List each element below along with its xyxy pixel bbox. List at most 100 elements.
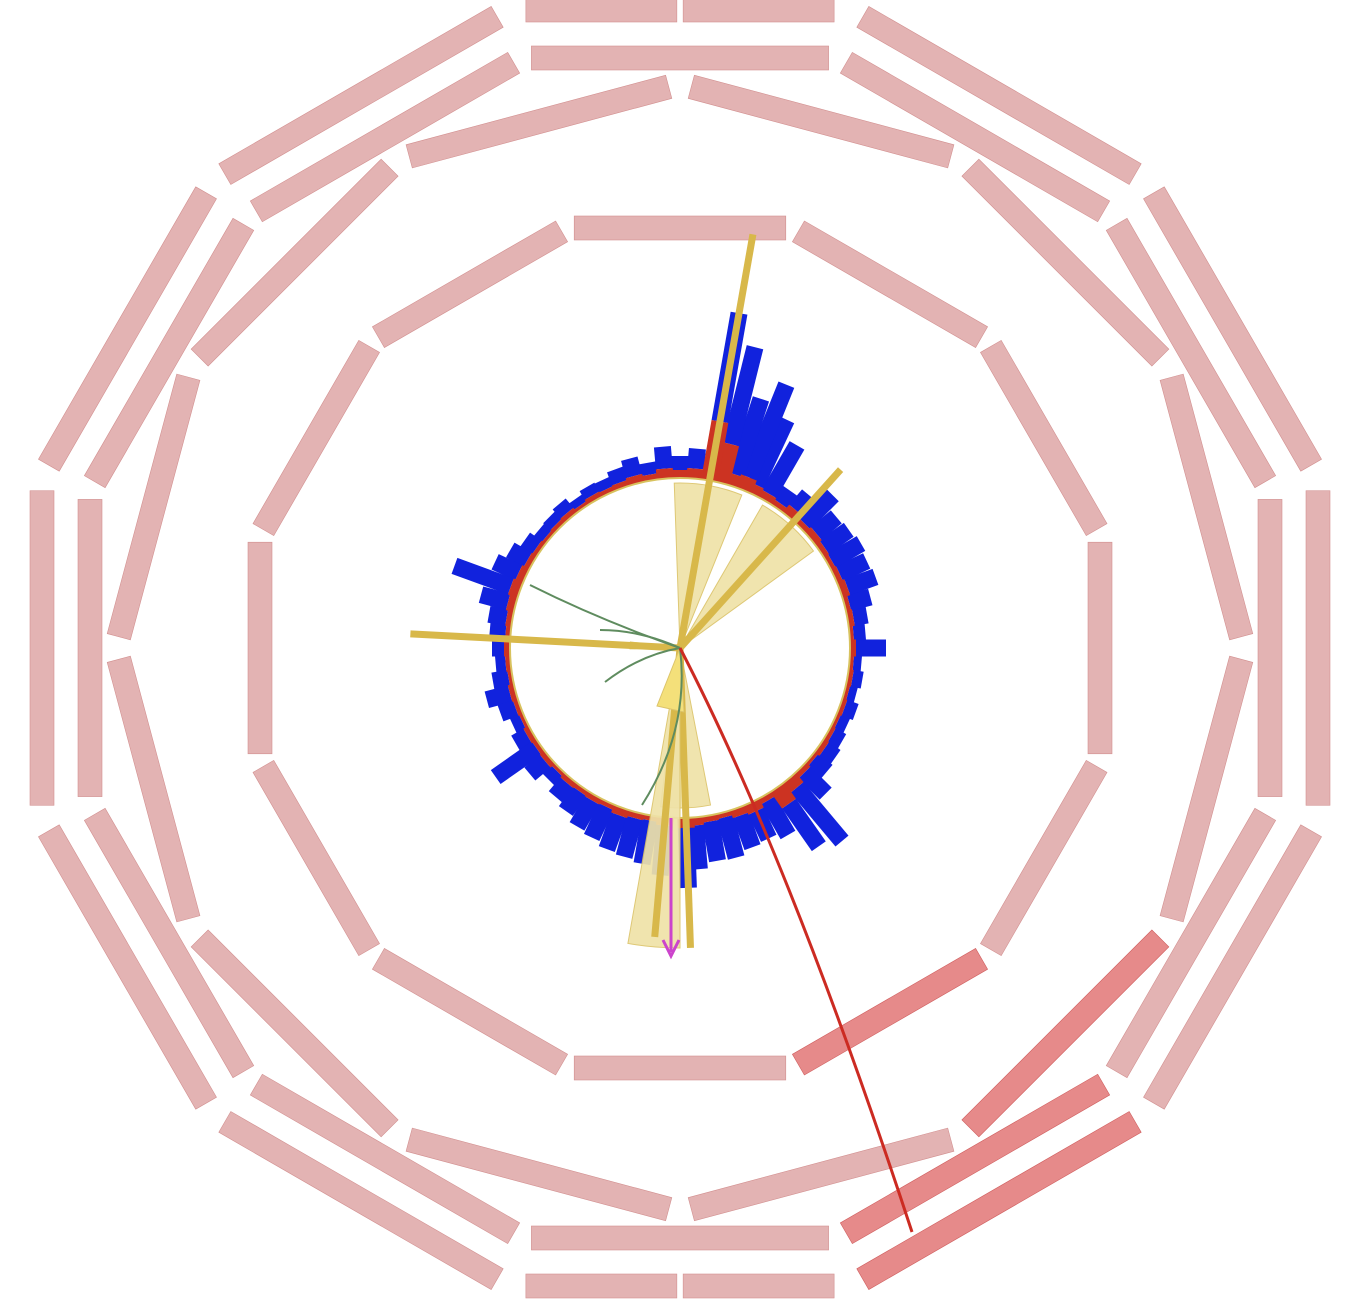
muon-chamber <box>405 74 673 169</box>
hcal-tower <box>671 456 689 470</box>
muon-track <box>678 647 914 1233</box>
hcal-tower <box>819 741 841 764</box>
muon-chamber <box>190 158 399 367</box>
muon-chamber <box>839 51 1111 223</box>
met-arrow-head <box>661 939 681 960</box>
ecal-tower <box>822 553 836 571</box>
hcal-tower <box>487 605 509 626</box>
hcal-tower <box>497 699 519 722</box>
muon-chamber-hit <box>961 929 1170 1138</box>
ecal-tower <box>836 579 851 598</box>
hcal-tower <box>807 753 833 778</box>
ecal-towers <box>504 420 856 829</box>
muon-chamber <box>791 220 989 348</box>
charged-track <box>599 629 681 649</box>
hcal-tower <box>810 510 842 541</box>
hcal-tower <box>653 446 673 470</box>
muon-chamber <box>247 541 273 755</box>
hcal-tower <box>558 786 587 816</box>
hcal-tower <box>509 713 526 734</box>
hcal-tower <box>846 588 873 611</box>
ecal-tower <box>518 712 530 730</box>
ecal-tower <box>686 467 705 480</box>
jet-cones <box>410 233 844 949</box>
ecal-tower <box>507 669 515 687</box>
muon-chamber <box>961 158 1170 367</box>
hcal-tower <box>798 766 832 800</box>
ecal-tower <box>814 540 830 558</box>
muon-chamber <box>980 759 1108 957</box>
ecal-tower <box>584 790 603 805</box>
ecal-tower <box>584 491 603 506</box>
muon-chamber <box>252 339 380 537</box>
muon-chamber <box>682 0 835 23</box>
ecal-tower <box>541 529 556 546</box>
muon-chamber <box>573 1055 787 1081</box>
hcal-tower <box>741 381 795 481</box>
ecal-tower <box>523 725 538 744</box>
hcal-tower <box>722 345 764 447</box>
muon-chamber <box>1143 824 1322 1110</box>
ecal-tower <box>625 473 645 486</box>
hcal-tower <box>451 557 514 595</box>
muon-chamber <box>531 1225 829 1251</box>
hcal-tower <box>732 812 761 851</box>
hcal-tower <box>782 798 826 852</box>
hcal-tower <box>850 670 864 689</box>
hcal-tower <box>491 554 523 581</box>
muon-chamber <box>38 186 217 472</box>
hcal-tower <box>761 441 805 499</box>
hcal-tower <box>845 684 858 704</box>
muon-chamber <box>83 807 255 1079</box>
ecal-tower <box>573 500 590 514</box>
ecal-tower <box>814 738 830 756</box>
jet-axis <box>410 630 681 652</box>
muon-chamber-hit <box>839 1073 1111 1245</box>
muon-chamber <box>1159 655 1254 923</box>
hcal-tower <box>511 728 532 751</box>
hcal-tower <box>852 623 867 642</box>
hcal-tower <box>717 814 745 860</box>
charged-track <box>641 647 683 806</box>
muon-chamber <box>1105 217 1277 489</box>
hcal-tower <box>827 536 866 568</box>
hcal-tower <box>615 815 643 859</box>
muon-chamber <box>252 759 380 957</box>
ecal-tower <box>712 442 740 486</box>
muon-chamber <box>106 655 201 923</box>
hcal-tower <box>552 498 574 519</box>
muon-chamber-hit <box>791 948 989 1076</box>
missing-energy-arrow <box>661 818 681 960</box>
ecal-tower <box>845 669 854 687</box>
muon-chamber <box>687 1127 955 1222</box>
hcal-tower <box>827 728 847 749</box>
ecal-tower <box>611 479 630 492</box>
hcal-tower <box>506 542 532 568</box>
muon-chamber <box>1257 499 1283 797</box>
ecal-tower <box>598 485 616 498</box>
muon-chamber <box>371 948 569 1076</box>
muon-chamber <box>682 1273 835 1299</box>
ecal-tower <box>531 738 546 756</box>
ecal-tower <box>655 467 674 480</box>
ecal-tower <box>550 518 566 534</box>
charged-track <box>604 647 681 683</box>
ecal-tower <box>850 639 856 657</box>
muon-chamber <box>190 929 399 1138</box>
muon-chamber <box>856 6 1142 185</box>
muon-chamber <box>687 74 955 169</box>
muon-chamber <box>371 220 569 348</box>
hcal-tower <box>524 754 551 781</box>
hcal-tower <box>790 781 849 847</box>
ecal-tower <box>730 804 749 819</box>
ecal-tower <box>830 565 844 584</box>
muon-chamber <box>405 1127 673 1222</box>
muon-chamber <box>106 373 201 641</box>
hcal-tower <box>852 654 863 673</box>
hcal-tower <box>594 476 614 493</box>
hcal-tower <box>798 489 839 530</box>
muon-chamber <box>1159 373 1254 641</box>
ecal-tower <box>598 798 616 811</box>
hcal-tower <box>583 803 614 842</box>
